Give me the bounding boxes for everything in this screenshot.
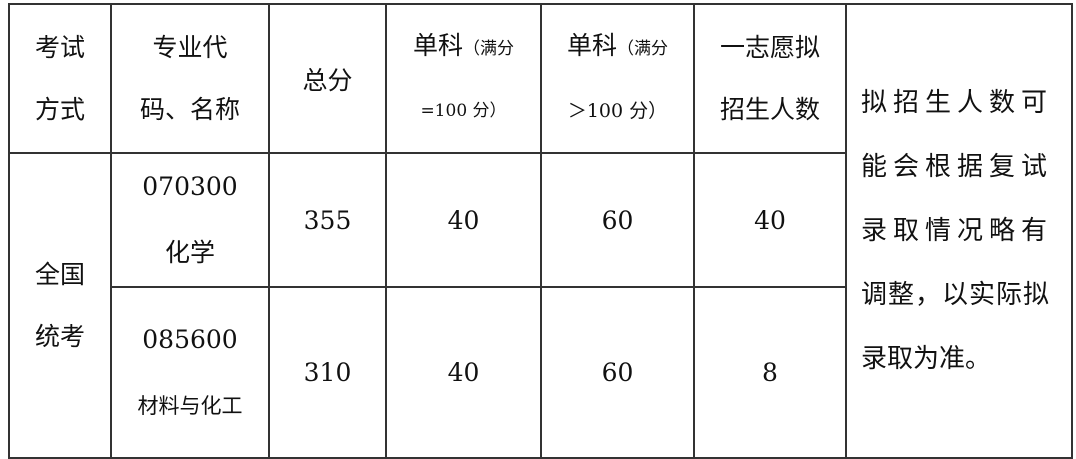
single-gt100-cell: 60 — [540, 286, 695, 459]
major-code: 085600 — [142, 324, 238, 354]
header-row: 考试 方式 专业代 码、名称 总分 单科（满分 =100 分） 单科（满分 ＞100 分… — [8, 3, 1073, 459]
header-major: 专业代 码、名称 — [110, 3, 270, 154]
cell-text: 全国 — [34, 259, 85, 289]
total-cell: 310 — [268, 286, 387, 459]
table-row: 085600 材料与化工 310 40 60 8 — [9, 286, 1072, 459]
header-quota: 一志愿拟 招生人数 — [693, 3, 847, 154]
cell-text: 统考 — [34, 321, 85, 351]
table-row: 全国统考 070300 化学 355 40 60 40 — [8, 152, 1072, 459]
single-100-cell: 40 — [385, 286, 542, 459]
header-total: 总分 — [268, 3, 387, 154]
total-cell: 355 — [268, 152, 387, 288]
header-text: 方式 — [34, 94, 85, 124]
header-text: ＞100 分） — [567, 100, 668, 122]
header-text: （满分 — [617, 39, 668, 59]
header-text: 单科 — [412, 31, 463, 60]
note-line: 拟招生人数可 — [861, 88, 1054, 118]
quota-cell: 40 — [693, 152, 847, 288]
note-line: 录取情况略有 — [861, 216, 1054, 246]
note-cell: 拟招生人数可 能会根据复试 录取情况略有 调整，以实际拟 录取为准。 — [845, 3, 1073, 459]
header-text: 招生人数 — [719, 94, 820, 124]
header-exam-method: 考试 方式 — [8, 3, 112, 154]
note-line: 能会根据复试 — [861, 152, 1054, 182]
note-line: 录取为准。 — [861, 344, 992, 374]
major-cell: 070300 化学 — [110, 152, 270, 288]
header-text: 考试 — [34, 32, 85, 62]
exam-method-cell: 全国 统考 — [8, 152, 112, 459]
major-name: 材料与化工 — [137, 393, 243, 418]
header-single-gt100: 单科（满分 ＞100 分） — [540, 3, 695, 154]
single-100-cell: 40 — [385, 152, 542, 288]
quota-cell: 8 — [693, 286, 847, 459]
major-code: 070300 — [142, 172, 238, 201]
admission-table: 考试 方式 专业代 码、名称 总分 单科（满分 =100 分） 单科（满分 ＞100 分… — [8, 3, 1073, 459]
note-line: 调整，以实际拟 — [861, 280, 1051, 310]
major-cell: 085600 材料与化工 — [110, 286, 270, 459]
header-text: =100 分） — [420, 101, 507, 121]
header-text: （满分 — [463, 39, 514, 59]
header-text: 单科 — [566, 31, 617, 60]
single-gt100-cell: 60 — [540, 152, 695, 288]
major-name: 化学 — [164, 238, 215, 267]
header-single-100: 单科（满分 =100 分） — [385, 3, 542, 154]
header-text: 专业代 — [152, 32, 228, 62]
header-text: 一志愿拟 — [719, 32, 820, 62]
header-text: 码、名称 — [139, 94, 240, 124]
